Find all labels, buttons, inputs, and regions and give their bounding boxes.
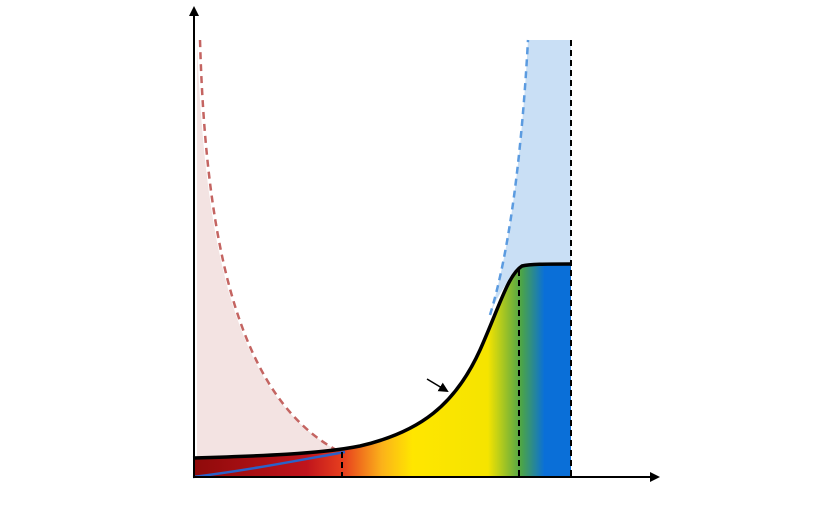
spectrum-area [193,264,571,477]
blue-solid-curve [192,450,346,479]
red-dashed-curve [198,39,341,454]
pointer-arrow [426,378,449,393]
pink-region [197,40,340,458]
black-curve [192,262,572,460]
blue-dashed-curve [488,39,530,316]
blue-region [490,40,571,315]
